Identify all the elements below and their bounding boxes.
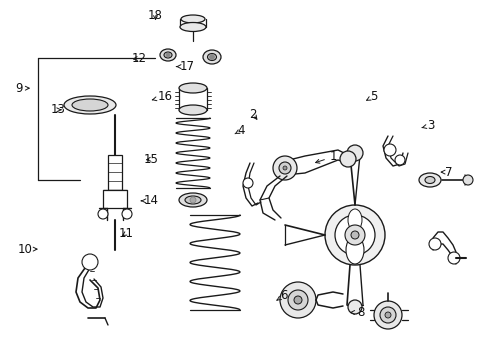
- Text: 1: 1: [315, 150, 337, 163]
- Ellipse shape: [179, 193, 206, 207]
- Text: 14: 14: [141, 194, 159, 207]
- Circle shape: [279, 162, 290, 174]
- Circle shape: [346, 145, 362, 161]
- Bar: [108, 155, 122, 190]
- Circle shape: [209, 54, 214, 59]
- Ellipse shape: [207, 54, 216, 60]
- Text: 12: 12: [131, 52, 146, 65]
- Text: 9: 9: [15, 82, 29, 95]
- Circle shape: [272, 156, 296, 180]
- Text: 10: 10: [18, 243, 37, 256]
- Text: 5: 5: [366, 90, 377, 103]
- Circle shape: [165, 53, 170, 57]
- Ellipse shape: [163, 52, 172, 58]
- Text: 15: 15: [144, 153, 159, 166]
- Circle shape: [447, 252, 459, 264]
- Circle shape: [280, 282, 315, 318]
- Circle shape: [283, 166, 286, 170]
- Text: 6: 6: [276, 289, 287, 302]
- Circle shape: [350, 231, 358, 239]
- Circle shape: [293, 296, 302, 304]
- Ellipse shape: [180, 22, 205, 31]
- Circle shape: [325, 205, 384, 265]
- Ellipse shape: [160, 49, 176, 61]
- Text: 3: 3: [421, 119, 434, 132]
- Text: 8: 8: [350, 306, 364, 319]
- Circle shape: [384, 312, 390, 318]
- Ellipse shape: [418, 173, 440, 187]
- Circle shape: [82, 254, 98, 270]
- Circle shape: [428, 238, 440, 250]
- Ellipse shape: [424, 176, 434, 184]
- Text: 7: 7: [440, 166, 452, 179]
- Ellipse shape: [179, 83, 206, 93]
- Ellipse shape: [181, 15, 204, 23]
- Circle shape: [462, 175, 472, 185]
- Text: 18: 18: [148, 9, 163, 22]
- Circle shape: [383, 144, 395, 156]
- Circle shape: [287, 290, 307, 310]
- Text: 2: 2: [249, 108, 257, 121]
- Ellipse shape: [64, 96, 116, 114]
- Circle shape: [339, 151, 355, 167]
- Ellipse shape: [179, 105, 206, 115]
- Circle shape: [345, 225, 364, 245]
- Text: 13: 13: [50, 103, 65, 116]
- Text: 11: 11: [119, 227, 133, 240]
- Circle shape: [373, 301, 401, 329]
- Circle shape: [190, 197, 196, 203]
- Circle shape: [122, 209, 132, 219]
- Text: 16: 16: [152, 90, 172, 103]
- Text: 17: 17: [176, 60, 194, 73]
- Ellipse shape: [347, 209, 361, 231]
- Ellipse shape: [184, 196, 201, 204]
- Ellipse shape: [346, 236, 363, 264]
- Circle shape: [334, 215, 374, 255]
- Ellipse shape: [203, 50, 221, 64]
- Circle shape: [98, 209, 108, 219]
- Bar: [103, 190, 127, 208]
- Circle shape: [394, 155, 404, 165]
- Ellipse shape: [72, 99, 108, 111]
- Circle shape: [347, 300, 361, 314]
- Circle shape: [243, 178, 252, 188]
- Text: 4: 4: [235, 124, 245, 137]
- Circle shape: [379, 307, 395, 323]
